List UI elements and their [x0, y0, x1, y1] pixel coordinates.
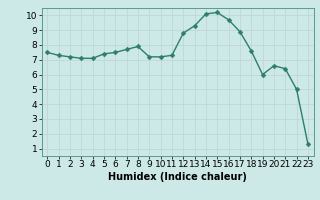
X-axis label: Humidex (Indice chaleur): Humidex (Indice chaleur): [108, 172, 247, 182]
